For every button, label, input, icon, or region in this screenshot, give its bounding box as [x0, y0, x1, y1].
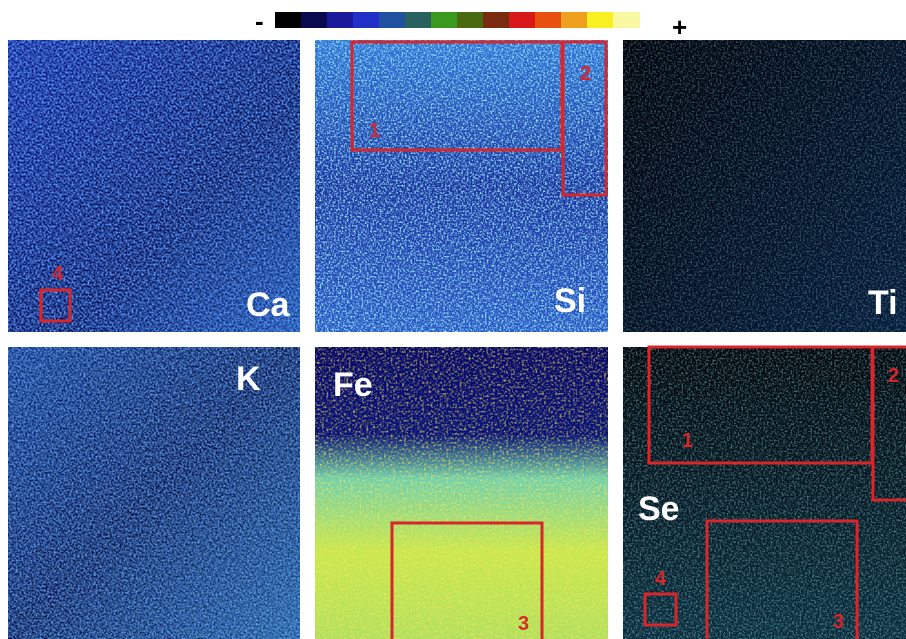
region-label: 4: [655, 568, 667, 590]
colorbar-max-label: +: [672, 12, 687, 42]
region-label: 1: [682, 430, 693, 452]
panel-k: K: [8, 347, 300, 639]
region-label: 3: [833, 611, 844, 633]
element-label: Si: [554, 282, 586, 320]
element-label: Ca: [246, 286, 291, 324]
colorbar: - +: [255, 6, 687, 42]
panel-fe: Fe 3: [315, 347, 608, 639]
element-label: Ti: [868, 284, 898, 322]
panel-ca: Ca 4: [8, 40, 300, 332]
figure: - + Ca 4 Si 1 2 Ti K Fe 3 Se 1 2 3 4: [0, 0, 906, 639]
element-label: Se: [638, 490, 680, 528]
element-label: Fe: [333, 366, 373, 404]
colorbar-min-label: -: [255, 6, 264, 36]
panel-se: Se 1 2 3 4: [623, 347, 906, 639]
region-label: 2: [580, 63, 591, 85]
element-label: K: [236, 360, 261, 398]
region-label: 1: [369, 120, 380, 142]
region-label: 4: [52, 263, 64, 285]
panel-si: Si 1 2: [315, 40, 608, 332]
region-label: 3: [518, 613, 529, 635]
region-label: 2: [888, 365, 899, 387]
panel-ti: Ti: [623, 40, 906, 332]
